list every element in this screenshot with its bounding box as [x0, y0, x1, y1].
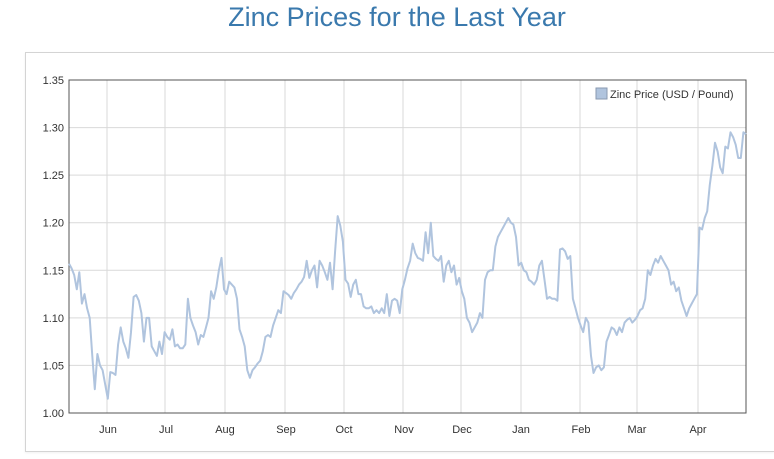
x-tick-label: Feb [572, 424, 591, 436]
x-tick-label: Jul [159, 424, 173, 436]
y-tick-label: 1.10 [43, 313, 64, 325]
x-tick-label: Sep [276, 424, 296, 436]
chart-panel: 1.00 1.05 1.10 1.15 1.20 1.25 1.30 1.35 Jun Jul Au… [25, 52, 774, 452]
x-tick-label: Oct [335, 424, 352, 436]
x-tick-label: Nov [394, 424, 414, 436]
series-line [68, 131, 747, 400]
x-tick-label: Mar [628, 424, 647, 436]
y-tick-label: 1.15 [43, 265, 64, 277]
x-tick-label: Apr [689, 424, 706, 436]
y-tick-label: 1.20 [43, 218, 64, 230]
x-tick-label: Jun [99, 424, 117, 436]
grid-layer [69, 79, 746, 414]
x-tick-label: Aug [215, 424, 235, 436]
x-tick-label: Dec [452, 424, 472, 436]
page-title: Zinc Prices for the Last Year [228, 2, 566, 32]
line-chart: 1.00 1.05 1.10 1.15 1.20 1.25 1.30 1.35 Jun Jul Au… [43, 75, 747, 436]
legend-swatch [595, 87, 608, 100]
plot-frame [68, 79, 747, 414]
y-tick-label: 1.30 [43, 123, 64, 135]
axis-layer: 1.00 1.05 1.10 1.15 1.20 1.25 1.30 1.35 Jun Jul Au… [43, 75, 747, 436]
legend[interactable]: Zinc Price (USD / Pound) [595, 87, 733, 101]
series-layer [68, 131, 747, 400]
y-tick-label: 1.05 [43, 360, 64, 372]
x-tick-label: Jan [512, 424, 530, 436]
y-tick-label: 1.00 [43, 408, 64, 420]
y-tick-label: 1.25 [43, 170, 64, 182]
y-tick-label: 1.35 [43, 75, 64, 87]
legend-label[interactable]: Zinc Price (USD / Pound) [610, 89, 733, 101]
